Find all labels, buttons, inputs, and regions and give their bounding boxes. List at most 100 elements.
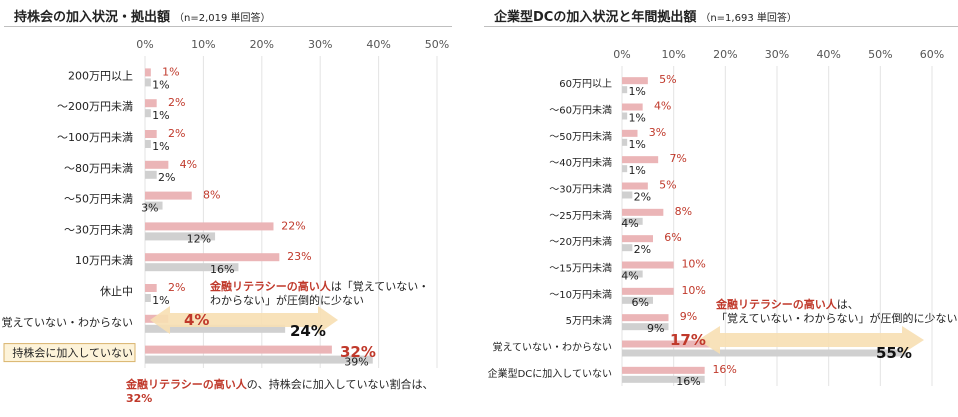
chart1-category-label-3: ～40万円未満 [549,157,612,169]
chart0-category-label-6: 10万円未満 [75,254,133,267]
chart0-bar-high-literacy-3 [145,160,169,169]
chart0-data-label-high-literacy-0: 1% [162,65,179,78]
chart0-data-label-high-literacy-6: 23% [287,250,311,263]
left-title-underline [4,26,452,27]
chart1-tick-label-6: 60% [920,48,944,61]
chart1-bar-high-literacy-5 [622,208,664,216]
chart0-category-label-9: 持株会に加入していない [12,346,133,360]
chart1-data-label-high-literacy-0: 5% [659,73,676,86]
chart0-data-label-other-6: 16% [210,263,234,276]
chart1-bar-other-1 [622,112,628,120]
chart1-bar-other-4 [622,191,633,199]
chart0-bar-other-0 [145,78,151,87]
chart1-bar-other-6 [622,244,633,252]
chart0-bar-other-2 [145,140,151,148]
chart0-data-label-other-4: 3% [141,202,158,215]
chart0-tick-label-1: 10% [191,38,215,51]
chart1-tick-label-4: 40% [816,48,840,61]
chart1-tick-label-1: 10% [661,48,685,61]
chart0-data-label-other-0: 1% [152,78,169,91]
chart0-data-label-high-literacy-3: 4% [180,158,197,171]
chart0-bar-other-1 [145,109,151,118]
chart1-bar-high-literacy-4 [622,182,648,190]
chart0-category-label-2: ～100万円未満 [57,131,133,144]
left-callout-high-value: 4% [184,311,210,329]
right-chart-title: 企業型DCの加入状況と年間拠出額 （n=1,693 単回答） [494,10,797,25]
chart0-category-label-1: ～200万円未満 [57,100,133,113]
chart1-data-label-high-literacy-6: 6% [664,231,681,244]
chart0-bar-high-literacy-2 [145,130,157,138]
chart1-category-label-7: ～15万円未満 [549,263,612,275]
chart0-data-label-high-literacy-5: 22% [281,219,305,232]
chart0-category-label-4: ～50万円未満 [64,193,133,206]
chart1-data-label-other-3: 1% [628,164,645,177]
chart0-category-label-0: 200万円以上 [68,69,133,82]
chart0-category-label-5: ～30万円未満 [64,223,133,236]
right-annotation: 金融リテラシーの高い人は、 「覚えていない・わからない」が圧倒的に少ない [716,298,958,325]
chart1-bar-other-7 [622,270,643,278]
chart0-data-label-other-5: 12% [187,232,211,245]
chart1-bar-high-literacy-6 [622,235,653,243]
chart1-bar-high-literacy-2 [622,129,638,137]
chart1-bar-high-literacy-11 [622,366,705,374]
chart0-data-label-high-literacy-4: 8% [203,189,220,202]
chart1-bar-high-literacy-10 [622,340,710,348]
chart1-category-label-10: 覚えていない・わからない [493,341,613,354]
chart1-data-label-other-1: 1% [628,112,645,125]
chart0-bar-high-literacy-4 [145,191,192,200]
chart0-bar-other-3 [145,170,157,179]
chart1-data-label-high-literacy-2: 3% [649,126,666,139]
chart0-data-label-high-literacy-7: 2% [168,281,185,294]
chart1-bar-high-literacy-8 [622,287,674,295]
chart0-tick-label-0: 0% [136,38,153,51]
chart0-bar-high-literacy-9 [145,345,332,354]
chart1-data-label-other-11: 16% [676,375,700,388]
chart1-bar-other-8 [622,296,653,304]
left-callout-not-joined-value: 32% [340,343,376,361]
chart0-data-label-other-1: 1% [152,109,169,122]
chart1-category-label-9: 5万円未満 [566,315,612,327]
chart1-data-label-other-0: 1% [628,85,645,98]
left-chart-subtitle: （n=2,019 単回答） [174,13,271,24]
chart1-category-label-4: ～30万円未満 [549,184,612,196]
left-chart-panel: 持株会の加入状況・拠出額 （n=2,019 単回答） 0% 10% 20% 30% 40%… [0,0,470,417]
chart0-bar-other-9 [145,355,373,364]
chart0-data-label-other-2: 1% [152,140,169,153]
left-annotation-top: 金融リテラシーの高い人は「覚えていない・ わからない」が圧倒的に少ない [210,280,430,307]
chart1-data-label-high-literacy-7: 10% [681,258,705,271]
chart1-data-label-other-4: 2% [634,191,651,204]
right-callout-other-value: 55% [876,344,912,362]
chart0-data-label-other-3: 2% [158,171,175,184]
chart1-tick-label-3: 30% [765,48,789,61]
chart1-bar-other-0 [622,86,628,94]
chart1-category-label-2: ～50万円未満 [549,131,612,143]
chart0-tick-label-5: 50% [425,38,449,51]
right-chart-panel: 企業型DCの加入状況と年間拠出額 （n=1,693 単回答） 0% 10% 20% 30… [484,0,958,417]
chart1-category-label-8: ～10万円未満 [549,289,612,301]
chart1-data-label-high-literacy-4: 5% [659,179,676,192]
chart1-bar-other-2 [622,138,628,146]
chart1-data-label-other-9: 9% [647,322,664,335]
chart0-category-label-7: 休止中 [100,285,133,298]
chart0-bar-high-literacy-6 [145,253,280,262]
right-callout-high-value: 17% [670,331,706,349]
chart0-data-label-high-literacy-2: 2% [168,127,185,140]
chart0-data-label-high-literacy-1: 2% [168,96,185,109]
chart1-bar-other-11 [622,375,705,383]
chart1-bar-high-literacy-0 [622,77,648,85]
right-title-underline [484,26,958,27]
chart1-bar-other-3 [622,165,628,173]
chart0-bar-other-4 [145,201,163,210]
chart1-bar-other-10 [622,349,907,357]
chart0-tick-label-3: 30% [308,38,332,51]
right-bar-chart: 0% 10% 20% 30% 40% 50% 60% 60万円以上 5% 1% ～60万円未満 4% 1… [488,48,945,388]
chart1-data-label-other-5: 4% [621,217,638,230]
chart0-bar-high-literacy-7 [145,284,157,292]
left-annotation-bottom: 金融リテラシーの高い人の、持株会に加入していない割合は、 32% [126,378,434,405]
chart1-data-label-high-literacy-5: 8% [675,205,692,218]
chart1-tick-label-0: 0% [613,48,630,61]
chart1-bar-high-literacy-1 [622,103,643,111]
chart0-data-label-other-7: 1% [152,294,169,307]
right-callout-arrow [698,326,924,354]
chart1-category-label-1: ～60万円未満 [549,105,612,117]
